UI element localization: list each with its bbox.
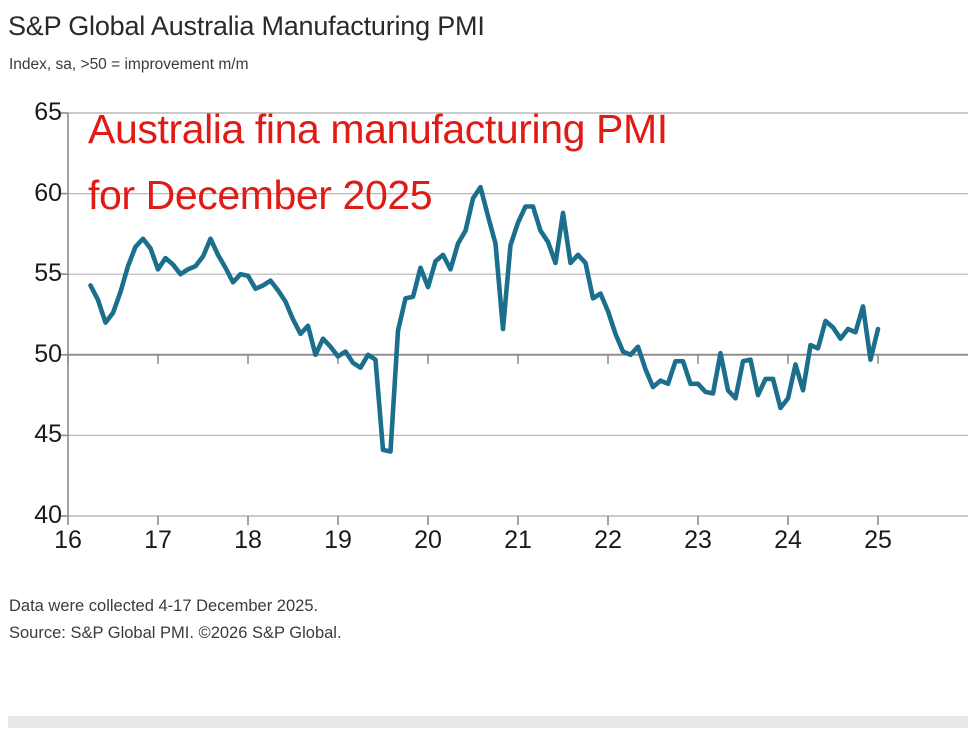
y-axis-tick-label: 60 [34,178,62,207]
gridlines [68,112,968,517]
plot-area: 40 45 50 55 60 65 16 17 18 19 20 21 22 23 24 25 [0,0,975,600]
x-axis-labels: 16 17 18 19 20 21 22 23 24 25 [0,528,975,568]
page-title: S&P Global Australia Manufacturing PMI [8,11,485,41]
x-axis-tick-label: 20 [414,526,442,554]
y-axis-tick-label: 55 [34,259,62,288]
x-axis-tick-label: 21 [504,526,532,554]
chart-subtitle: Index, sa, >50 = improvement m/m [9,56,249,73]
chart-footer: Data were collected 4-17 December 2025. … [9,593,342,646]
y-axis-labels: 40 45 50 55 60 65 [0,0,62,600]
pmi-line-chart [61,112,968,525]
y-axis-tick-label: 45 [34,420,62,449]
x-axis-tick-label: 18 [234,526,262,554]
x-axis-tick-label: 23 [684,526,712,554]
x-axis-tick-label: 22 [594,526,622,554]
y-axis-tick-label: 40 [34,501,62,529]
footer-source-note: Source: S&P Global PMI. ©2026 S&P Global… [9,623,342,642]
y-axis-tick-label: 65 [34,98,62,126]
pmi-series-line [88,184,881,454]
x-axis-tick-label: 19 [324,526,352,554]
y-axis-tick-label: 50 [34,339,62,368]
axis-lines [61,112,69,517]
bottom-divider-bar [8,716,968,728]
x-axis-tick-label: 24 [774,526,802,554]
x-axis-tick-label: 16 [54,526,82,554]
x-axis-tick-label: 25 [864,526,892,554]
footer-collection-note: Data were collected 4-17 December 2025. [9,597,319,615]
x-axis-tick-label: 17 [144,526,172,554]
